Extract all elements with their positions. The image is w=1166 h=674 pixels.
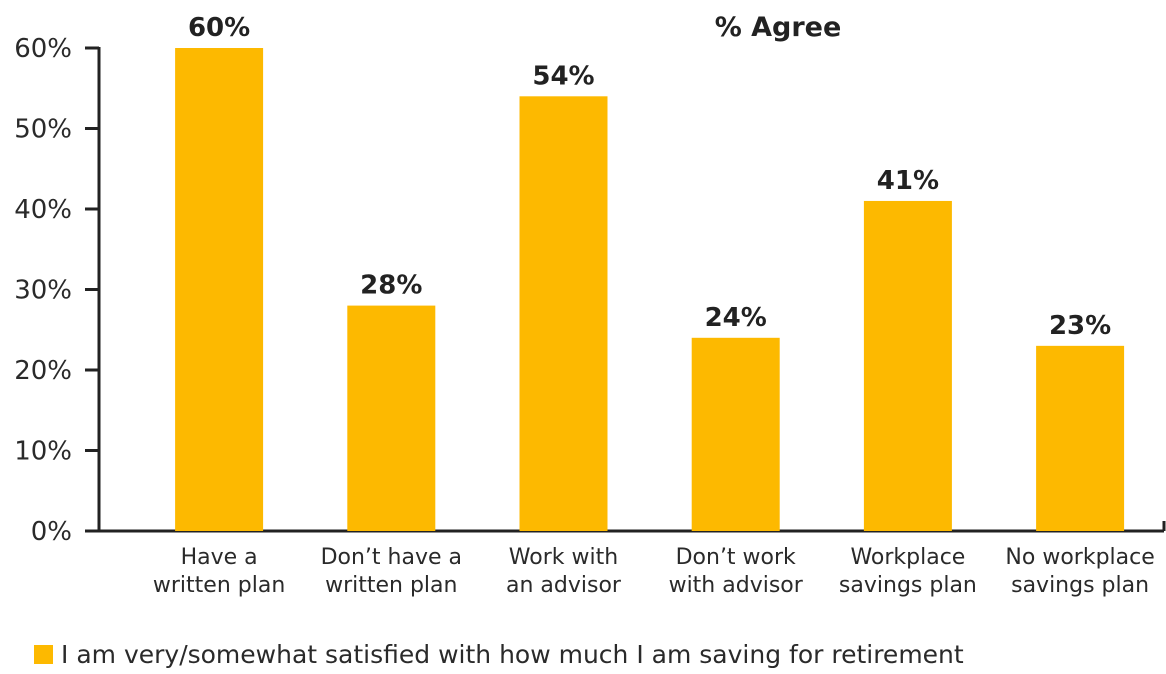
y-tick-label: 40% xyxy=(14,195,72,225)
category-label-line: Workplace xyxy=(850,545,965,570)
category-label: Work with an advisor xyxy=(506,545,622,598)
category-label: Don’t have a written plan xyxy=(321,545,462,598)
category-label: Have a written plan xyxy=(153,545,285,598)
category-label-line: written plan xyxy=(325,573,457,598)
data-label: 24% xyxy=(705,303,767,333)
legend: I am very/somewhat satisfied with how mu… xyxy=(34,640,964,669)
category-label-line: No workplace xyxy=(1005,545,1154,570)
chart-title: % Agree xyxy=(715,12,842,43)
data-label: 60% xyxy=(188,13,250,43)
legend-label: I am very/somewhat satisfied with how mu… xyxy=(61,640,964,669)
y-tick-label: 10% xyxy=(14,437,72,467)
category-label-line: savings plan xyxy=(1011,573,1149,598)
y-tick-label: 0% xyxy=(31,517,72,547)
bar xyxy=(691,337,780,531)
category-label-line: Have a xyxy=(181,545,258,570)
y-tick-label: 30% xyxy=(14,276,72,306)
category-label-line: written plan xyxy=(153,573,285,598)
bar xyxy=(175,48,264,531)
category-label: Don’t work with advisor xyxy=(669,545,804,598)
data-label: 23% xyxy=(1049,311,1111,341)
data-label: 28% xyxy=(360,271,422,301)
bar xyxy=(1036,345,1125,531)
x-axis xyxy=(85,521,1166,533)
category-label: No workplace savings plan xyxy=(1005,545,1154,598)
category-label-line: Don’t have a xyxy=(321,545,462,570)
data-label: 54% xyxy=(532,61,594,91)
bar xyxy=(347,305,436,531)
data-label: 41% xyxy=(877,166,939,196)
bars-group xyxy=(175,48,1125,532)
category-labels-group: Have a written plan Don’t have a written pl… xyxy=(153,545,1155,598)
category-label-line: savings plan xyxy=(839,573,977,598)
data-labels-group: 60% 28% 54% 24% 41% 23% xyxy=(188,13,1111,341)
category-label-line: Work with xyxy=(509,545,618,570)
y-axis: 0% 10% 20% 30% 40% 50% 60% xyxy=(14,34,101,547)
legend-swatch xyxy=(34,645,53,664)
y-tick-label: 60% xyxy=(14,34,72,64)
bar xyxy=(519,96,608,532)
y-tick-label: 50% xyxy=(14,115,72,145)
bar xyxy=(863,200,952,531)
category-label-line: with advisor xyxy=(669,573,804,598)
category-label-line: an advisor xyxy=(506,573,622,598)
y-tick-label: 20% xyxy=(14,356,72,386)
category-label-line: Don’t work xyxy=(676,545,796,570)
category-label: Workplace savings plan xyxy=(839,545,977,598)
